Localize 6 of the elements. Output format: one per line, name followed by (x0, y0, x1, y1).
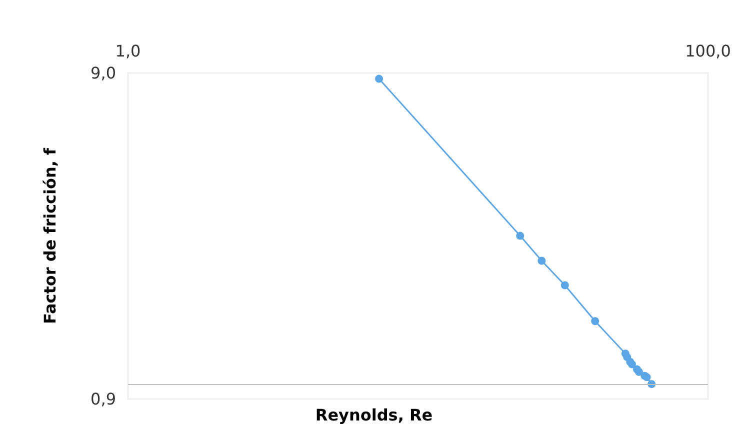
y-tick-label: 0,9 (90, 390, 116, 408)
y-axis-title: Factor de fricción, f (40, 146, 60, 324)
x-tick-label: 100,0 (685, 42, 731, 60)
y-tick-label: 9,0 (90, 64, 116, 82)
x-axis-title: Reynolds, Re (315, 406, 433, 424)
x-tick-label: 1,0 (115, 42, 141, 60)
